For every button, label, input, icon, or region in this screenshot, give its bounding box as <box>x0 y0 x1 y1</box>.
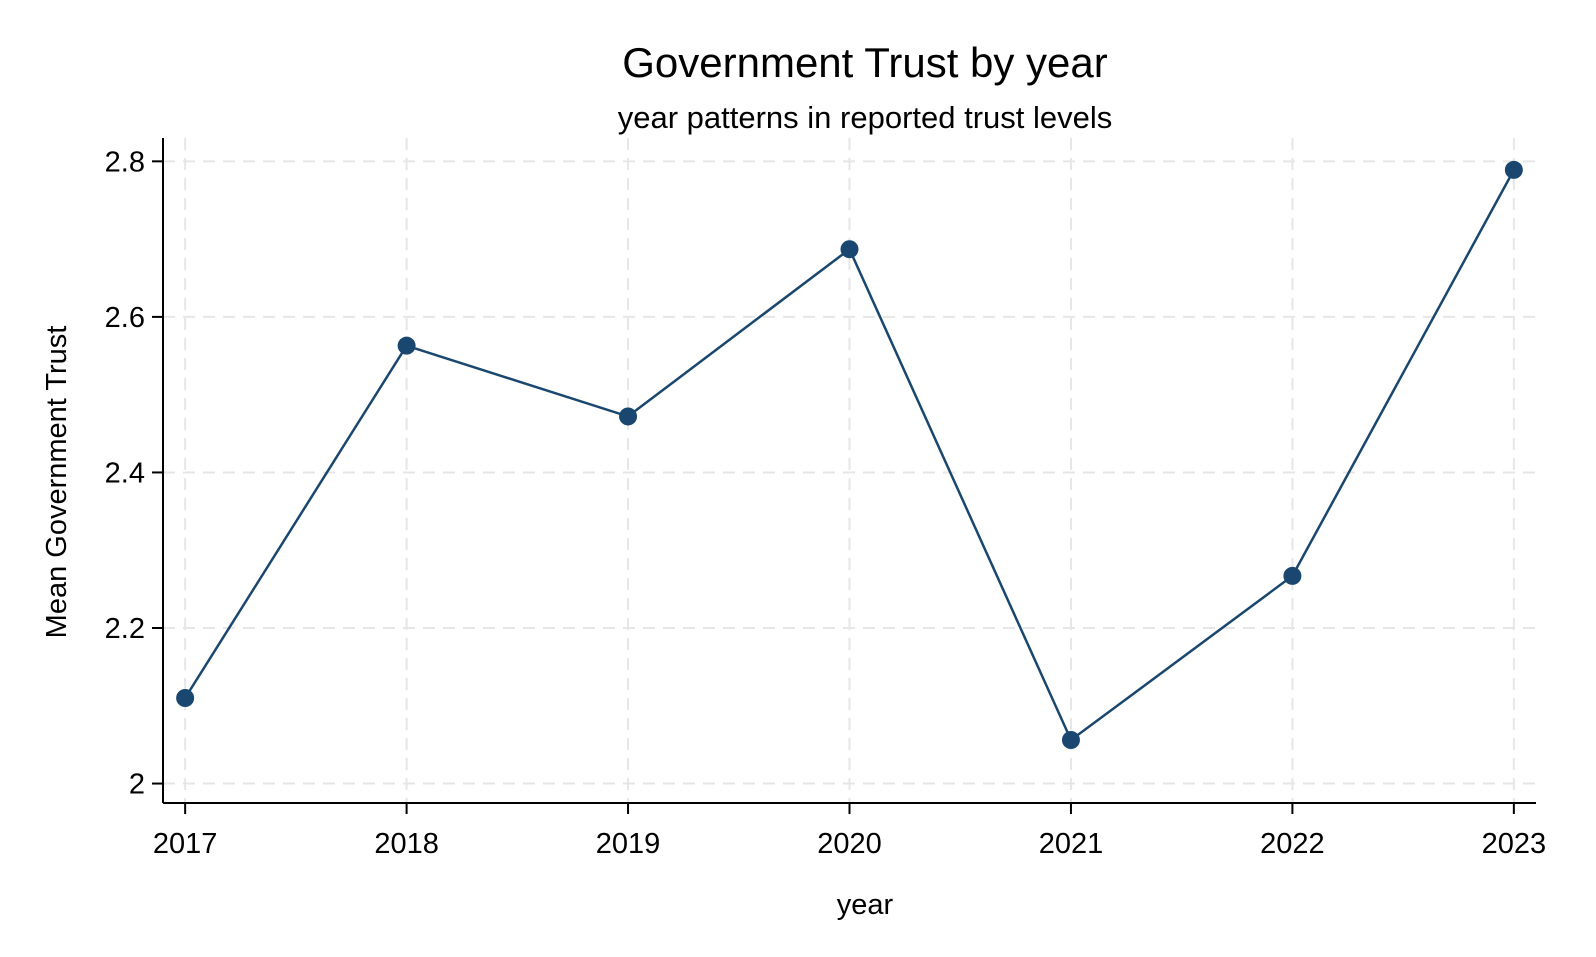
data-point <box>1061 731 1080 749</box>
data-point <box>1504 160 1523 179</box>
tick-labels: 2 2.2 2.4 2.6 2.8 2017 2018 2019 2020 2021 2022 202… <box>105 146 1546 860</box>
data-point <box>1283 566 1302 585</box>
data-point <box>397 336 416 355</box>
data-point <box>619 407 638 426</box>
y-tick-label: 2 <box>129 769 145 801</box>
y-tick-label: 2.6 <box>105 302 145 334</box>
chart-subtitle: year patterns in reported trust levels <box>618 100 1113 135</box>
x-tick-label: 2017 <box>153 828 218 860</box>
x-tick-label: 2021 <box>1039 828 1104 860</box>
x-tick-label: 2019 <box>596 828 661 860</box>
data-point <box>176 689 195 707</box>
y-tick-label: 2.4 <box>105 457 145 489</box>
x-tick-label: 2020 <box>817 828 882 860</box>
data-series <box>176 160 1523 749</box>
y-axis-title: Mean Government Trust <box>41 326 73 639</box>
axes <box>152 138 1536 814</box>
y-tick-label: 2.8 <box>105 146 145 178</box>
chart-title: Government Trust by year <box>622 39 1108 86</box>
x-axis-title: year <box>837 889 894 921</box>
x-tick-label: 2022 <box>1260 828 1325 860</box>
x-tick-label: 2023 <box>1482 828 1547 860</box>
data-point <box>840 240 859 259</box>
x-tick-label: 2018 <box>374 828 439 860</box>
y-tick-label: 2.2 <box>105 613 145 645</box>
gridlines <box>163 138 1536 803</box>
